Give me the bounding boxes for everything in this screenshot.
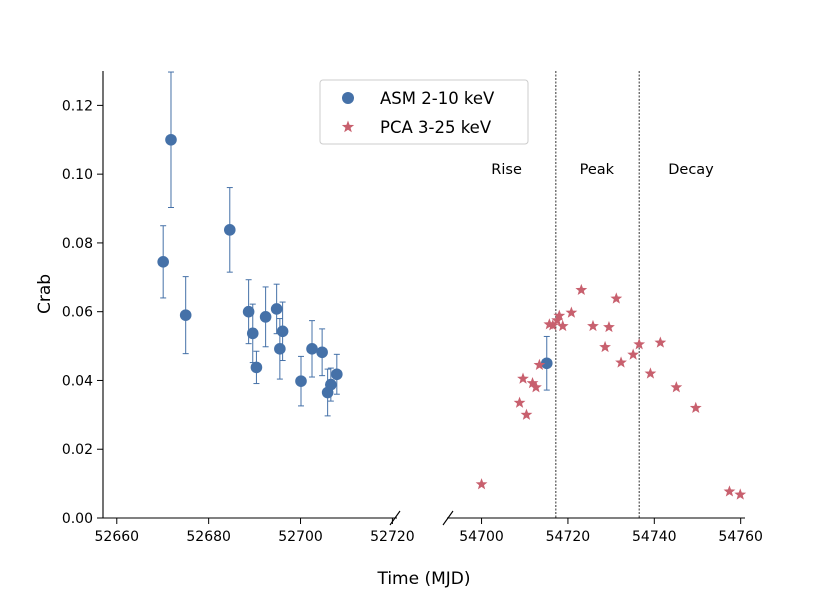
pca-point (627, 348, 640, 360)
x-tick-label: 52660 (95, 529, 140, 545)
phase-lines-group (555, 71, 640, 518)
x-axis-label: Time (MJD) (376, 569, 470, 589)
y-tick-label: 0.08 (62, 236, 93, 252)
asm-point (540, 357, 553, 370)
pca-point (520, 408, 533, 420)
pca-point (553, 309, 566, 321)
asm-point (270, 303, 283, 315)
pca-point (517, 372, 529, 384)
pca-point (610, 292, 623, 304)
phase-labels-group: Rise Peak Decay (491, 162, 714, 178)
pca-series-group (475, 283, 747, 500)
asm-point (316, 346, 328, 359)
x-tick-label: 52720 (370, 529, 415, 545)
pca-point (530, 381, 542, 393)
legend-pca-label: PCA 3-25 keV (380, 118, 492, 137)
y-tick-label: 0.04 (62, 373, 93, 389)
pca-point (603, 320, 615, 333)
pca-point (633, 338, 646, 350)
y-tick-label: 0.12 (62, 98, 93, 114)
x-ticks-group: 52660 52680 52700 52720 54700 54720 54740 54760 (95, 518, 763, 545)
pca-point (533, 358, 546, 370)
phase-label-rise: Rise (491, 162, 522, 178)
x-tick-label: 54700 (459, 529, 504, 545)
axes-group (102, 71, 745, 526)
pca-point (723, 485, 736, 497)
y-ticks-group: 0.00 0.02 0.04 0.06 0.08 0.10 0.12 (62, 98, 103, 527)
y-tick-label: 0.06 (62, 305, 93, 321)
pca-point (475, 478, 488, 490)
pca-point (513, 396, 526, 408)
pca-point (689, 401, 702, 413)
asm-point (274, 343, 286, 355)
axis-break-mark-right (442, 510, 454, 526)
legend-asm-label: ASM 2-10 keV (380, 89, 495, 108)
x-tick-label: 54720 (546, 529, 591, 545)
asm-point (223, 224, 236, 236)
asm-point (276, 325, 289, 338)
asm-series-group (157, 133, 553, 399)
pca-point (599, 340, 611, 353)
asm-point (250, 361, 263, 374)
x-tick-label: 54760 (718, 529, 763, 545)
asm-point (331, 368, 343, 381)
legend-box (319, 79, 529, 145)
pca-point (575, 283, 588, 296)
phase-label-peak: Peak (580, 162, 615, 178)
asm-point (259, 311, 272, 323)
asm-point (325, 378, 337, 391)
legend: ASM 2-10 keV PCA 3-25 keV (319, 79, 529, 145)
asm-point (295, 375, 307, 387)
x-tick-label: 54740 (632, 529, 677, 545)
asm-point (165, 133, 177, 146)
pca-point (587, 319, 599, 332)
x-tick-label: 52680 (186, 529, 231, 545)
legend-asm-marker (342, 92, 354, 104)
pca-point (654, 336, 667, 348)
asm-point (242, 305, 255, 318)
asm-point (306, 343, 318, 355)
legend-pca-marker (341, 120, 355, 133)
y-tick-label: 0.02 (62, 442, 93, 458)
pca-point (644, 367, 657, 379)
pca-point (670, 381, 683, 393)
x-tick-label: 52700 (278, 529, 323, 545)
pca-point (734, 488, 747, 500)
asm-point (179, 309, 192, 321)
phase-label-decay: Decay (668, 162, 714, 178)
y-tick-label: 0.10 (62, 167, 93, 183)
pca-point (556, 319, 569, 332)
pca-point (615, 356, 627, 368)
asm-point (246, 327, 259, 340)
pca-point (546, 319, 559, 331)
y-axis-label: Crab (35, 274, 55, 314)
axis-break-mark-left (389, 510, 401, 526)
y-tick-label: 0.00 (62, 511, 93, 527)
pca-point (526, 377, 539, 389)
pca-point (565, 306, 578, 318)
asm-point (157, 256, 169, 268)
